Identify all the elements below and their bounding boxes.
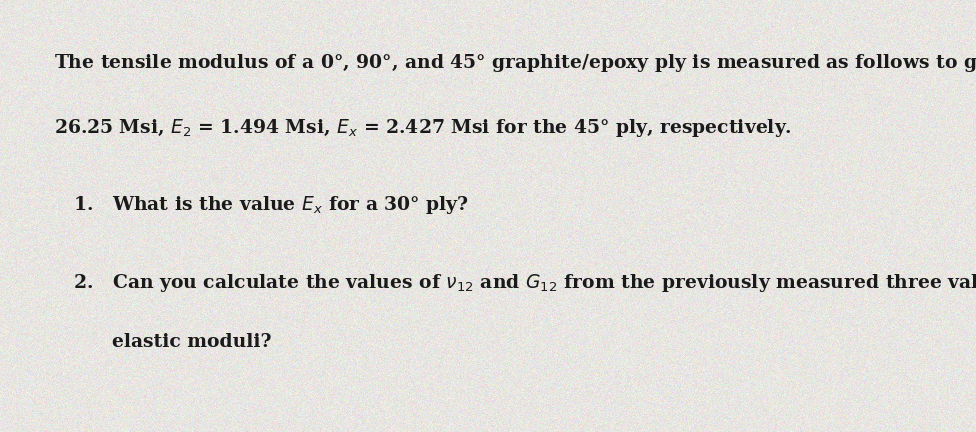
Text: 1.   What is the value $E_x$ for a 30° ply?: 1. What is the value $E_x$ for a 30° ply… [73, 194, 469, 216]
Text: elastic moduli?: elastic moduli? [73, 333, 271, 351]
Text: 2.   Can you calculate the values of $\nu_{12}$ and $G_{12}$ from the previously: 2. Can you calculate the values of $\nu_… [73, 272, 976, 294]
Text: The tensile modulus of a 0°, 90°, and 45° graphite/epoxy ply is measured as foll: The tensile modulus of a 0°, 90°, and 45… [54, 52, 976, 74]
Text: 26.25 Msi, $E_2$ = 1.494 Msi, $E_x$ = 2.427 Msi for the 45° ply, respectively.: 26.25 Msi, $E_2$ = 1.494 Msi, $E_x$ = 2.… [54, 117, 792, 139]
